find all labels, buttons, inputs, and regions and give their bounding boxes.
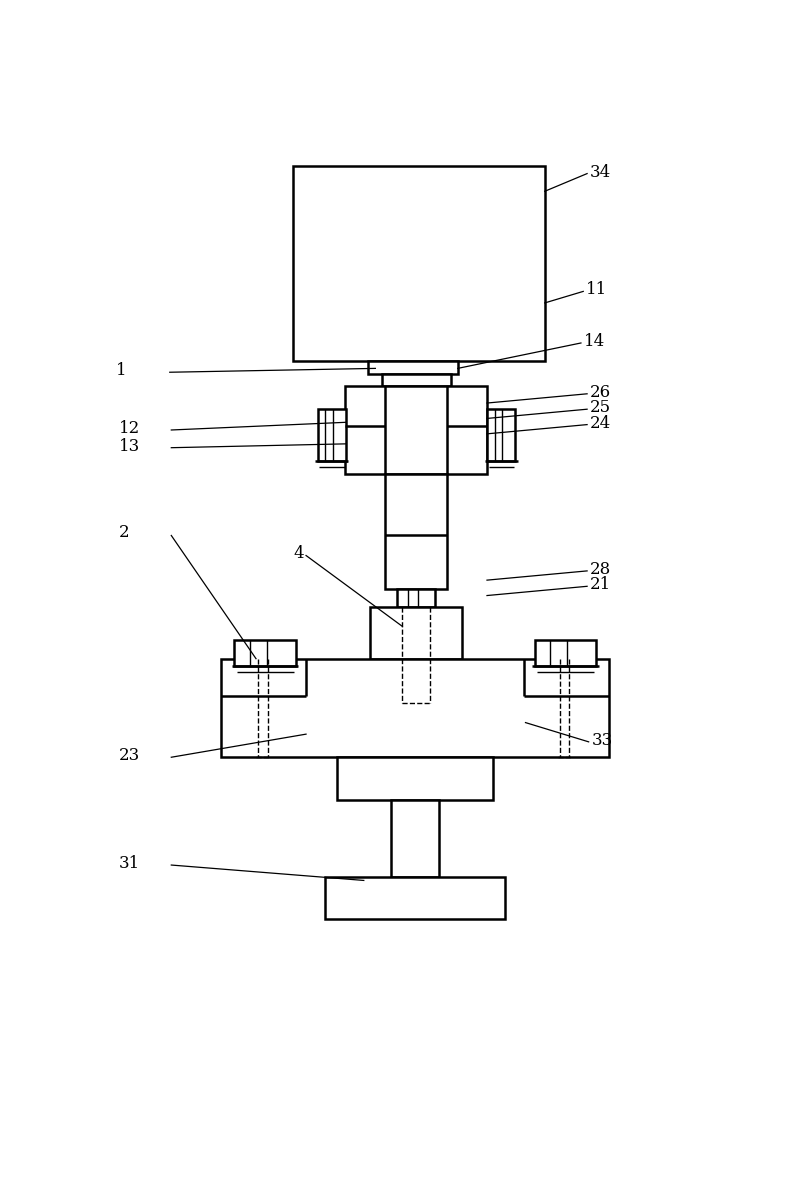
Text: 23: 23	[119, 747, 140, 764]
Text: 11: 11	[586, 281, 607, 298]
Bar	[345, 386, 487, 474]
Text: 26: 26	[590, 384, 611, 400]
Bar	[382, 374, 451, 386]
Text: 31: 31	[119, 855, 140, 872]
Bar	[386, 474, 447, 590]
Bar	[534, 640, 596, 666]
Text: 33: 33	[592, 732, 613, 749]
Text: 12: 12	[119, 420, 140, 437]
Bar	[222, 659, 609, 757]
Text: 14: 14	[584, 333, 606, 350]
Bar	[397, 590, 435, 607]
Text: 34: 34	[590, 164, 611, 180]
Bar	[370, 607, 462, 659]
Bar	[337, 757, 493, 799]
Text: 13: 13	[119, 438, 140, 454]
Bar	[368, 361, 458, 374]
Bar	[326, 877, 505, 919]
Text: 4: 4	[293, 545, 303, 561]
Text: 28: 28	[590, 561, 611, 578]
Text: 25: 25	[590, 399, 611, 417]
Text: 1: 1	[116, 363, 126, 379]
Bar	[390, 799, 439, 877]
Bar	[487, 410, 515, 460]
Text: 24: 24	[590, 414, 611, 432]
Bar	[234, 640, 296, 666]
Bar	[318, 410, 346, 460]
Bar	[293, 166, 545, 361]
Text: 21: 21	[590, 577, 611, 593]
Text: 2: 2	[119, 524, 130, 541]
